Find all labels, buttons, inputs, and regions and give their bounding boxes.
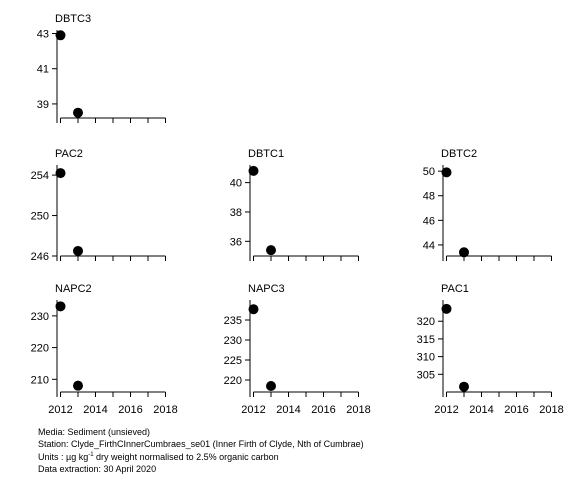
y-tick-label: 36 [230, 236, 242, 248]
x-tick-label: 2012 [48, 404, 72, 416]
y-tick-label: 43 [37, 29, 49, 41]
panel-title: PAC1 [441, 283, 469, 295]
x-tick-label: 2016 [311, 404, 335, 416]
y-tick-label: 39 [37, 99, 49, 111]
panel-title: DBTC1 [248, 148, 284, 160]
y-tick-label: 50 [423, 166, 435, 178]
panel-title: NAPC2 [55, 283, 92, 295]
x-tick-label: 2016 [504, 404, 528, 416]
y-tick-label: 44 [423, 240, 435, 252]
data-point [248, 165, 259, 176]
x-tick-label: 2012 [434, 404, 458, 416]
y-tick-label: 305 [417, 369, 435, 381]
footer-station: Station: Clyde_FirthCInnerCumbraes_se01 … [38, 438, 364, 449]
y-tick-label: 40 [230, 178, 242, 190]
x-tick-label: 2014 [83, 404, 107, 416]
data-point [441, 303, 452, 314]
panel-title: NAPC3 [248, 283, 285, 295]
data-point [266, 245, 276, 256]
panel-napc2: NAPC2 2012 2014 2016 2018 210 220 230 [31, 283, 178, 416]
y-tick-label: 230 [224, 335, 242, 347]
data-point [73, 107, 83, 118]
footer-units-superscript: -1 [88, 452, 94, 458]
y-tick-label: 254 [31, 170, 49, 182]
data-point [459, 381, 469, 392]
y-tick-label: 225 [224, 355, 242, 367]
x-tick-label: 2016 [118, 404, 142, 416]
data-point [73, 245, 83, 256]
x-tick-label: 2018 [346, 404, 370, 416]
y-tick-label: 246 [31, 251, 49, 263]
y-tick-label: 230 [31, 311, 49, 323]
footer-units-prefix: Units : µg kg [38, 452, 89, 462]
y-tick-label: 310 [417, 352, 435, 364]
x-tick-label: 2014 [469, 404, 493, 416]
data-point [55, 30, 66, 41]
data-point [248, 304, 259, 315]
data-point [73, 380, 83, 391]
panel-pac2: PAC2 246 250 254 [31, 148, 166, 263]
y-tick-label: 220 [224, 375, 242, 387]
data-point [459, 247, 469, 258]
y-tick-label: 38 [230, 207, 242, 219]
data-point [55, 301, 66, 312]
y-tick-label: 250 [31, 211, 49, 223]
x-tick-label: 2018 [539, 404, 563, 416]
panel-napc3: NAPC3 2012 2014 2016 2018 220 225 230 235 [224, 283, 371, 416]
data-point [55, 168, 66, 179]
panel-title: PAC2 [55, 148, 83, 160]
data-point [266, 381, 276, 391]
y-tick-label: 315 [417, 334, 435, 346]
panel-dbtc3: DBTC3 39 41 43 [37, 13, 166, 123]
y-tick-label: 48 [423, 191, 435, 203]
y-tick-label: 235 [224, 315, 242, 327]
footer-media: Media: Sediment (unsieved) [38, 427, 151, 437]
chart-footer: Media: Sediment (unsieved) Station: Clyd… [38, 427, 364, 475]
y-tick-label: 220 [31, 343, 49, 355]
footer-extraction: Data extraction: 30 April 2020 [38, 463, 157, 474]
x-tick-label: 2012 [241, 404, 265, 416]
y-tick-label: 46 [423, 215, 435, 227]
panel-title: DBTC2 [441, 148, 477, 160]
y-tick-label: 210 [31, 374, 49, 386]
x-tick-label: 2014 [276, 404, 300, 416]
panel-dbtc1: DBTC1 36 38 40 [230, 148, 359, 261]
y-tick-label: 320 [417, 316, 435, 328]
x-tick-label: 2018 [153, 404, 177, 416]
panel-title: DBTC3 [55, 13, 91, 25]
footer-units: Units : µg kg-1 dry weight normalised to… [38, 450, 364, 464]
y-tick-label: 41 [37, 64, 49, 76]
panel-pac1: PAC1 2012 2014 2016 2018 305 310 315 320 [417, 283, 564, 416]
footer-units-suffix: dry weight normalised to 2.5% organic ca… [93, 452, 279, 462]
data-point [441, 167, 452, 178]
panel-dbtc2: DBTC2 44 46 48 50 [423, 148, 552, 261]
